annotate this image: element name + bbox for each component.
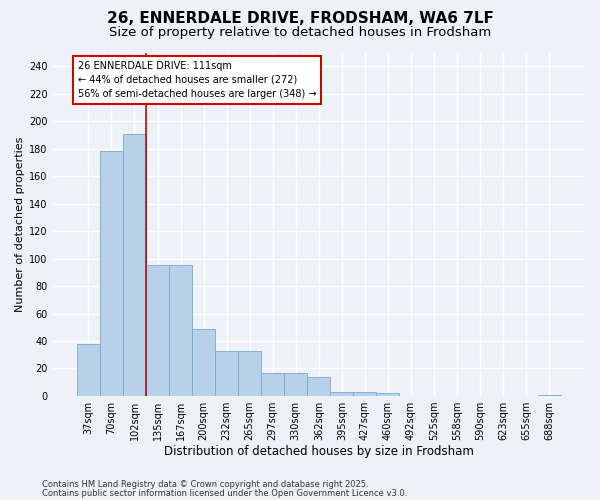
Bar bbox=[331, 392, 353, 396]
Bar bbox=[538, 394, 561, 396]
Bar bbox=[146, 266, 169, 396]
Bar bbox=[261, 372, 284, 396]
Bar bbox=[77, 344, 100, 396]
Bar bbox=[192, 328, 215, 396]
Y-axis label: Number of detached properties: Number of detached properties bbox=[15, 136, 25, 312]
Text: Size of property relative to detached houses in Frodsham: Size of property relative to detached ho… bbox=[109, 26, 491, 39]
Bar bbox=[307, 376, 331, 396]
Bar bbox=[353, 392, 376, 396]
Bar bbox=[123, 134, 146, 396]
Bar bbox=[376, 393, 400, 396]
Bar bbox=[215, 350, 238, 396]
Text: 26, ENNERDALE DRIVE, FRODSHAM, WA6 7LF: 26, ENNERDALE DRIVE, FRODSHAM, WA6 7LF bbox=[107, 11, 493, 26]
Text: Contains HM Land Registry data © Crown copyright and database right 2025.: Contains HM Land Registry data © Crown c… bbox=[42, 480, 368, 489]
Bar bbox=[100, 152, 123, 396]
X-axis label: Distribution of detached houses by size in Frodsham: Distribution of detached houses by size … bbox=[164, 444, 474, 458]
Text: Contains public sector information licensed under the Open Government Licence v3: Contains public sector information licen… bbox=[42, 490, 407, 498]
Bar bbox=[284, 372, 307, 396]
Bar bbox=[169, 266, 192, 396]
Text: 26 ENNERDALE DRIVE: 111sqm
← 44% of detached houses are smaller (272)
56% of sem: 26 ENNERDALE DRIVE: 111sqm ← 44% of deta… bbox=[78, 60, 317, 98]
Bar bbox=[238, 350, 261, 396]
